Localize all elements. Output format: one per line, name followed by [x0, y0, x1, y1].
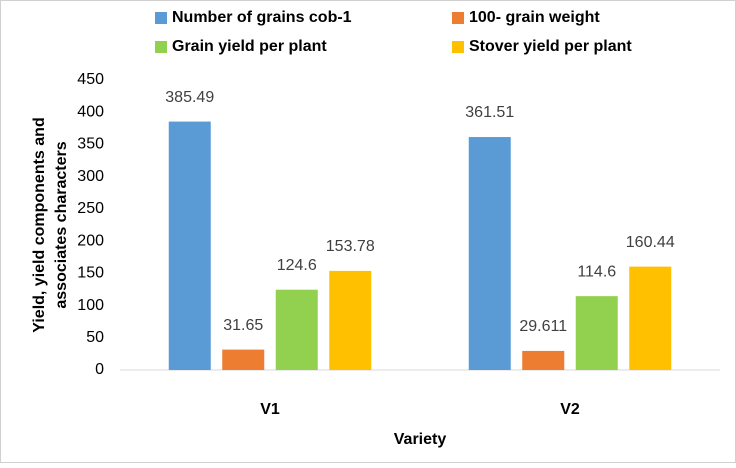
y-tick-label: 100	[77, 297, 104, 314]
y-axis-title-line: Yield, yield components and	[31, 117, 48, 332]
bar	[575, 296, 618, 370]
data-label: 124.6	[277, 257, 317, 274]
y-tick-label: 150	[77, 265, 104, 282]
data-label: 114.6	[577, 263, 616, 280]
legend-label: 100- grain weight	[469, 9, 600, 26]
bar	[629, 266, 672, 370]
legend-swatch	[155, 41, 167, 53]
data-label: 153.78	[326, 238, 375, 255]
y-axis-title-line: associates characters	[53, 141, 70, 308]
x-axis-title: Variety	[394, 431, 447, 448]
bar	[522, 350, 565, 370]
bar	[275, 289, 318, 370]
bar	[168, 121, 211, 370]
y-tick-label: 450	[77, 71, 104, 88]
x-tick-label: V1	[260, 401, 280, 418]
data-label: 385.49	[165, 89, 214, 106]
y-tick-label: 400	[77, 103, 104, 120]
bar	[468, 137, 511, 370]
y-axis-title: Yield, yield components and associates c…	[31, 117, 70, 332]
data-label: 31.65	[223, 317, 263, 334]
y-tick-label: 0	[95, 361, 104, 378]
legend-label: Grain yield per plant	[172, 38, 327, 55]
x-tick-label: V2	[560, 401, 580, 418]
legend-label: Stover yield per plant	[469, 38, 632, 55]
y-tick-label: 200	[77, 232, 104, 249]
legend-swatch	[452, 41, 464, 53]
y-tick-label: 300	[77, 168, 104, 185]
y-tick-label: 350	[77, 136, 104, 153]
data-label: 29.611	[519, 318, 567, 335]
y-tick-label: 250	[77, 200, 104, 217]
y-tick-label: 50	[86, 329, 104, 346]
legend-label: Number of grains cob-1	[172, 9, 352, 26]
legend-swatch	[155, 12, 167, 24]
bar	[222, 349, 265, 370]
legend-swatch	[452, 12, 464, 24]
data-label: 361.51	[465, 104, 514, 121]
data-label: 160.44	[626, 234, 675, 251]
bar	[329, 270, 372, 370]
